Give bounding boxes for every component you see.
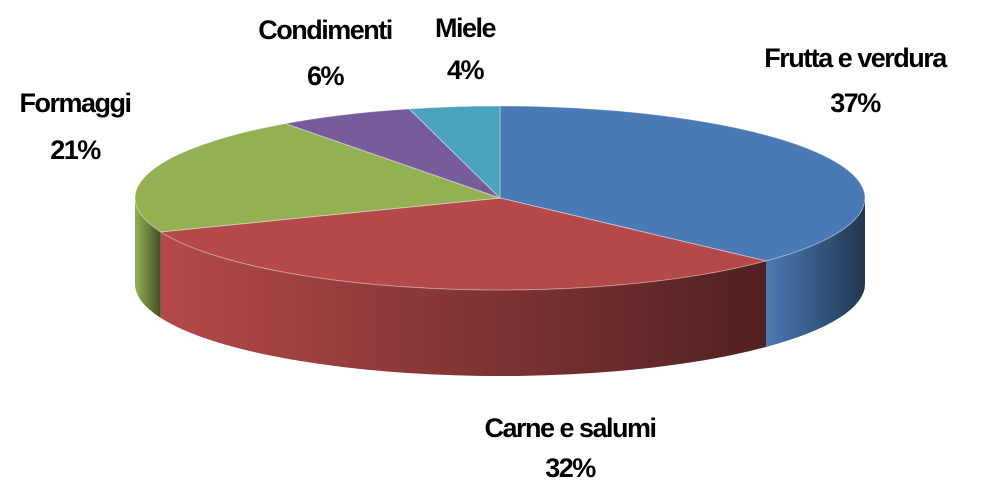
- slice: [159, 197, 767, 291]
- slice-value-label: 6%: [307, 61, 345, 91]
- labels: Frutta e verdura 37% Carne e salumi 32% Form…: [19, 13, 949, 483]
- slice-value-label: 4%: [447, 55, 485, 85]
- slice-side: [135, 198, 161, 318]
- slice-value-label: 21%: [50, 135, 101, 165]
- slice-label: Miele: [435, 13, 497, 43]
- slice-label: Formaggi: [19, 88, 130, 118]
- slice-label: Carne e salumi: [484, 413, 655, 443]
- slice: [408, 105, 501, 200]
- slice: [499, 105, 866, 262]
- slice-side: [160, 231, 767, 377]
- slice: [134, 123, 501, 233]
- slice-label: Frutta e verdura: [764, 43, 948, 73]
- slice-value-label: 32%: [545, 453, 596, 483]
- slice: [283, 108, 501, 199]
- slice-side: [766, 198, 865, 347]
- pie-tops: [134, 105, 866, 291]
- slice-label: Condimenti: [258, 15, 392, 45]
- slice-value-label: 37%: [830, 88, 881, 118]
- pie-sides: [135, 198, 865, 377]
